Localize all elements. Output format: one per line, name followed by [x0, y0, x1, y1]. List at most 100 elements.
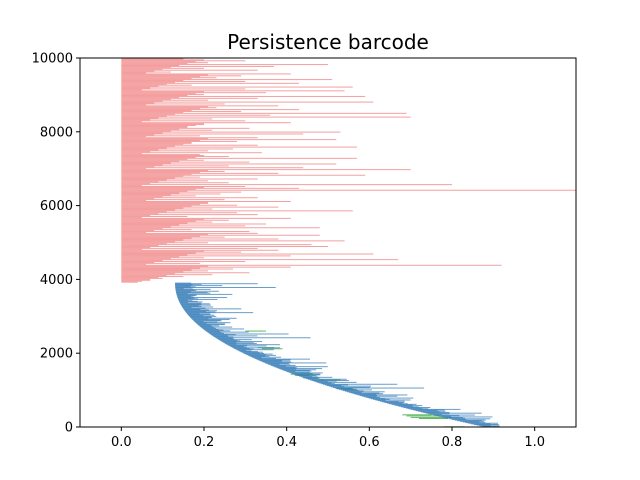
barcode-bar-dim1: [241, 351, 264, 353]
barcode-bar-dim1: [195, 321, 218, 323]
barcode-bar-dim0: [121, 220, 196, 222]
barcode-bar-dim0: [121, 148, 233, 150]
barcode-bar-dim0: [121, 256, 180, 258]
barcode-bar-dim0: [121, 106, 209, 108]
barcode-bar-dim0: [121, 242, 209, 244]
barcode-bar-dim0: [121, 193, 221, 195]
barcode-bar-dim0: [121, 263, 147, 265]
barcode-bar-dim0: [121, 203, 200, 205]
barcode-bar-dim0: [121, 104, 147, 106]
barcode-bar-dim0: [121, 170, 225, 172]
barcode-bar-dim0: [121, 127, 250, 129]
barcode-bar-dim0: [121, 276, 184, 278]
barcode-bar-dim0: [121, 185, 246, 187]
barcode-bar-dim1: [283, 369, 310, 371]
barcode-bar-dim1: [183, 308, 242, 310]
barcode-bar-dim1: [182, 307, 192, 309]
barcode-bar-dim0: [121, 130, 171, 132]
barcode-bar-dim1: [184, 309, 209, 311]
barcode-bar-dim1: [217, 338, 235, 340]
barcode-bar-dim0: [121, 101, 374, 103]
barcode-bar-dim1: [259, 359, 283, 361]
barcode-bar-dim0: [121, 181, 159, 183]
barcode-bar-dim0: [121, 66, 171, 68]
barcode-bar-dim0: [121, 83, 167, 85]
barcode-bar-dim0: [121, 266, 291, 268]
barcode-bar-dim0: [121, 114, 271, 116]
barcode-bar-dim1: [290, 372, 323, 374]
barcode-bar-dim0: [121, 251, 242, 253]
barcode-bar-dim1: [282, 369, 317, 371]
barcode-bar-dim0: [121, 174, 366, 176]
barcode-bar-dim1: [287, 371, 296, 373]
barcode-bar-dim1: [175, 288, 211, 290]
barcode-bar-dim0: [121, 167, 304, 169]
barcode-bar-dim1: [199, 325, 220, 327]
barcode-bar-dim1: [345, 390, 364, 392]
barcode-bar-dim1: [336, 388, 352, 390]
barcode-bar-dim1: [368, 397, 414, 399]
barcode-bar-dim0: [121, 132, 163, 134]
barcode-bar-dim0: [121, 112, 407, 114]
barcode-bar-dim1: [225, 342, 257, 344]
barcode-bar-dim1: [382, 401, 399, 403]
barcode-bar-dim0: [121, 192, 180, 194]
barcode-bar-dim0: [121, 252, 196, 254]
barcode-bar-dim0: [121, 81, 176, 83]
barcode-bar-dim1: [185, 310, 206, 312]
barcode-bar-dim1: [207, 331, 249, 333]
barcode-bar-dim0: [121, 105, 279, 107]
barcode-bar-dim1: [178, 298, 218, 300]
barcode-bar-dim1: [274, 366, 328, 368]
barcode-bar-dim0: [121, 214, 258, 216]
x-tick-label: 0.8: [442, 435, 463, 450]
barcode-bar-dim1: [193, 320, 222, 322]
barcode-bar-dim1: [423, 412, 450, 414]
barcode-bar-dim1: [297, 374, 310, 376]
barcode-bar-dim0: [121, 171, 200, 173]
barcode-bar-dim0: [121, 73, 291, 75]
barcode-bar-dim1: [203, 329, 219, 331]
barcode-bar-dim1: [263, 361, 292, 363]
barcode-bar-dim1: [430, 413, 442, 415]
barcode-bar-dim1: [175, 286, 276, 288]
barcode-bar-dim0: [121, 278, 151, 280]
barcode-bar-dim1: [216, 337, 233, 339]
barcode-bar-dim0: [121, 100, 163, 102]
barcode-bar-dim1: [266, 363, 289, 365]
barcode-bar-dim1: [237, 349, 247, 351]
barcode-bar-dim0: [121, 248, 142, 250]
barcode-bar-dim0: [121, 247, 258, 249]
barcode-bar-dim0: [121, 116, 411, 118]
barcode-bar-dim0: [121, 200, 291, 202]
barcode-bar-dim0: [121, 125, 196, 127]
axes-frame: [79, 57, 577, 428]
barcode-bar-dim0: [121, 97, 258, 99]
barcode-bar-dim0: [121, 172, 279, 174]
barcode-bar-dim0: [121, 153, 142, 155]
barcode-bar-dim0: [121, 129, 213, 131]
barcode-bar-dim1: [177, 297, 228, 299]
barcode-bar-dim0: [121, 146, 357, 148]
barcode-bar-dim0: [121, 61, 196, 63]
barcode-bar-dim1: [347, 391, 385, 393]
barcode-bar-dim0: [121, 149, 159, 151]
x-tick-label: 0.4: [276, 435, 297, 450]
y-tick-label: 4000: [40, 273, 73, 288]
barcode-bar-dim1: [176, 292, 208, 294]
barcode-bar-dim1: [186, 312, 211, 314]
barcode-bar-dim0: [121, 63, 188, 65]
barcode-bar-dim1: [218, 339, 252, 341]
barcode-bar-dim1: [373, 398, 390, 400]
barcode-bar-dim0: [121, 178, 258, 180]
barcode-bar-dim2: [261, 348, 283, 350]
barcode-bar-dim1: [332, 386, 370, 388]
barcode-bar-dim1: [236, 349, 274, 351]
barcode-bar-dim0: [121, 259, 399, 261]
barcode-bar-dim0: [121, 71, 171, 73]
barcode-bar-dim0: [121, 65, 275, 67]
barcode-bar-dim1: [462, 421, 480, 423]
barcode-bar-dim1: [300, 376, 313, 378]
barcode-bar-dim1: [188, 314, 215, 316]
barcode-bar-dim0: [121, 199, 225, 201]
